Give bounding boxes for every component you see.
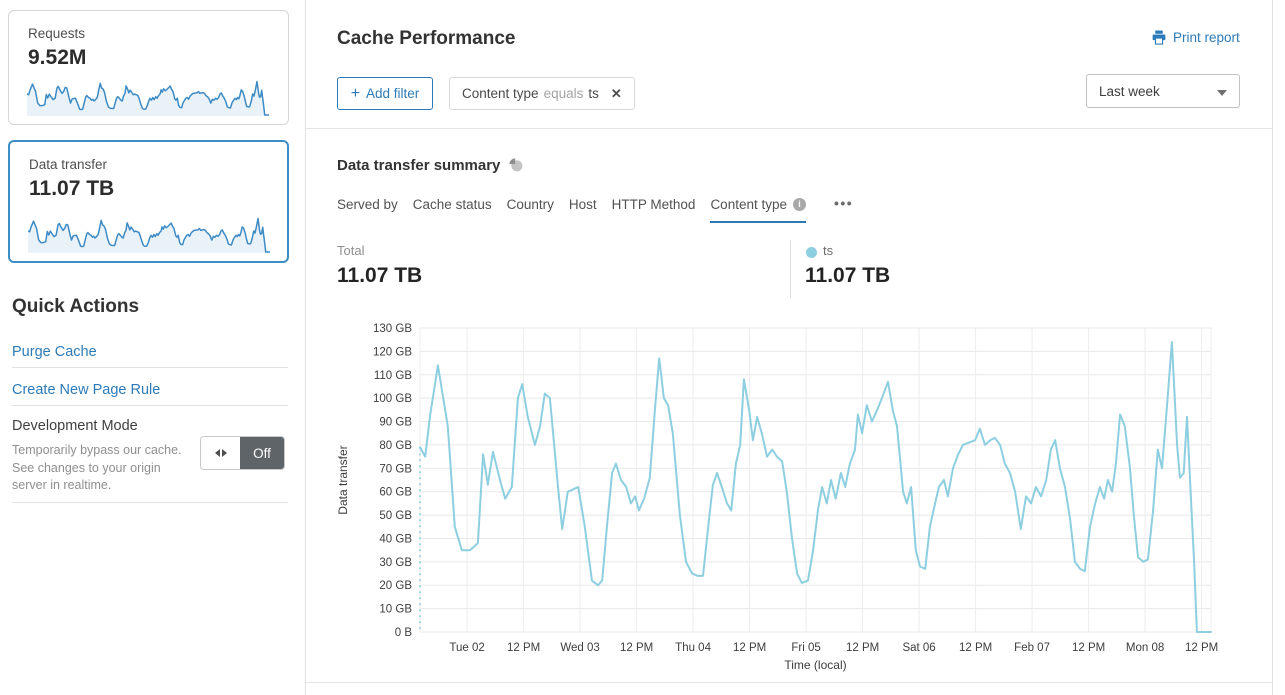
time-range-value: Last week <box>1099 83 1160 99</box>
print-report-link[interactable]: Print report <box>1151 30 1240 45</box>
svg-text:12 PM: 12 PM <box>507 642 540 654</box>
tab-content-type-active[interactable]: Content type i <box>710 197 806 223</box>
toggle-arrows-icon <box>201 437 240 469</box>
more-tabs-icon[interactable]: ••• <box>834 195 854 211</box>
svg-text:12 PM: 12 PM <box>846 642 879 654</box>
svg-text:0 B: 0 B <box>395 627 413 639</box>
content-right-border <box>1272 0 1273 695</box>
summary-dimension-tabs: Served by Cache status Country Host HTTP… <box>337 195 854 223</box>
time-range-select[interactable]: Last week <box>1086 74 1240 108</box>
total-label: Total <box>337 243 365 258</box>
data-transfer-card-value: 11.07 TB <box>29 177 115 200</box>
svg-text:130 GB: 130 GB <box>373 323 412 335</box>
divider <box>12 502 288 503</box>
header-divider <box>306 128 1272 129</box>
svg-text:50 GB: 50 GB <box>379 510 412 522</box>
pie-chart-icon <box>509 158 523 172</box>
svg-text:110 GB: 110 GB <box>374 370 412 382</box>
info-icon[interactable]: i <box>793 198 806 211</box>
filter-value: ts <box>588 86 599 101</box>
purge-cache-link[interactable]: Purge Cache <box>12 344 97 360</box>
toggle-state-off: Off <box>240 437 284 469</box>
svg-text:10 GB: 10 GB <box>379 604 412 616</box>
sidebar: Requests 9.52M Data transfer 11.07 TB Qu… <box>0 0 305 695</box>
print-report-label: Print report <box>1173 30 1240 45</box>
data-transfer-time-series-chart: 0 B 10 GB 20 GB 30 GB 40 GB 50 GB 60 GB 70 GB 80… <box>336 323 1218 672</box>
requests-card-value: 9.52M <box>28 46 87 69</box>
filter-chip-content-type[interactable]: Content type equals ts ✕ <box>449 77 635 110</box>
development-mode-title: Development Mode <box>12 418 138 434</box>
tab-served-by[interactable]: Served by <box>337 197 398 212</box>
data-transfer-sparkline-chart <box>28 217 270 253</box>
requests-card-label: Requests <box>28 26 86 41</box>
requests-sparkline-chart <box>27 80 269 116</box>
tab-host[interactable]: Host <box>568 197 597 212</box>
remove-filter-icon[interactable]: ✕ <box>610 85 622 101</box>
svg-text:Thu 04: Thu 04 <box>675 642 711 654</box>
add-filter-button[interactable]: + Add filter <box>337 77 433 110</box>
page-title: Cache Performance <box>337 28 516 49</box>
ts-series-value: 11.07 TB <box>805 264 891 287</box>
chevron-down-icon <box>1217 90 1227 96</box>
svg-text:100 GB: 100 GB <box>373 393 412 405</box>
svg-text:80 GB: 80 GB <box>379 440 412 452</box>
svg-text:90 GB: 90 GB <box>379 417 412 429</box>
filter-operator: equals <box>543 86 584 101</box>
data-transfer-card-label: Data transfer <box>29 157 108 172</box>
filter-field: Content type <box>462 86 539 101</box>
stats-divider <box>790 240 791 298</box>
section-bottom-divider <box>306 682 1272 683</box>
total-value: 11.07 TB <box>337 264 423 287</box>
development-mode-description: Temporarily bypass our cache. See change… <box>12 443 182 492</box>
summary-section-header: Data transfer summary <box>337 157 524 174</box>
plus-icon: + <box>350 84 361 102</box>
quick-actions-title: Quick Actions <box>12 296 140 317</box>
requests-metric-card[interactable]: Requests 9.52M <box>8 10 289 125</box>
print-icon <box>1152 30 1166 45</box>
svg-text:20 GB: 20 GB <box>379 580 412 592</box>
svg-text:Time (local): Time (local) <box>784 658 846 672</box>
sidebar-main-divider <box>305 0 306 695</box>
svg-text:Sat 06: Sat 06 <box>902 642 935 654</box>
svg-text:Fri 05: Fri 05 <box>791 642 820 654</box>
divider <box>12 405 288 406</box>
svg-text:30 GB: 30 GB <box>379 557 412 569</box>
tab-country[interactable]: Country <box>506 197 554 212</box>
summary-title: Data transfer summary <box>337 157 501 174</box>
svg-text:Tue 02: Tue 02 <box>449 642 484 654</box>
svg-text:12 PM: 12 PM <box>959 642 992 654</box>
svg-text:12 PM: 12 PM <box>1185 642 1218 654</box>
create-page-rule-link[interactable]: Create New Page Rule <box>12 382 161 398</box>
svg-text:Mon 08: Mon 08 <box>1126 642 1164 654</box>
svg-text:12 PM: 12 PM <box>733 642 766 654</box>
svg-text:Feb 07: Feb 07 <box>1014 642 1050 654</box>
svg-text:70 GB: 70 GB <box>379 463 412 475</box>
svg-text:60 GB: 60 GB <box>379 487 412 499</box>
tab-http-method[interactable]: HTTP Method <box>611 197 696 212</box>
ts-series-label: ts <box>823 243 834 258</box>
tab-cache-status[interactable]: Cache status <box>412 197 492 212</box>
svg-text:12 PM: 12 PM <box>1072 642 1105 654</box>
development-mode-toggle[interactable]: Off <box>200 436 285 470</box>
svg-text:40 GB: 40 GB <box>379 533 412 545</box>
svg-text:12 PM: 12 PM <box>620 642 653 654</box>
svg-text:Wed 03: Wed 03 <box>560 642 599 654</box>
svg-text:120 GB: 120 GB <box>373 346 412 358</box>
add-filter-label: Add filter <box>366 86 420 101</box>
divider <box>12 367 288 368</box>
svg-text:Data transfer: Data transfer <box>336 445 350 514</box>
ts-series-legend-dot <box>806 247 817 258</box>
data-transfer-metric-card-selected[interactable]: Data transfer 11.07 TB <box>8 140 289 263</box>
